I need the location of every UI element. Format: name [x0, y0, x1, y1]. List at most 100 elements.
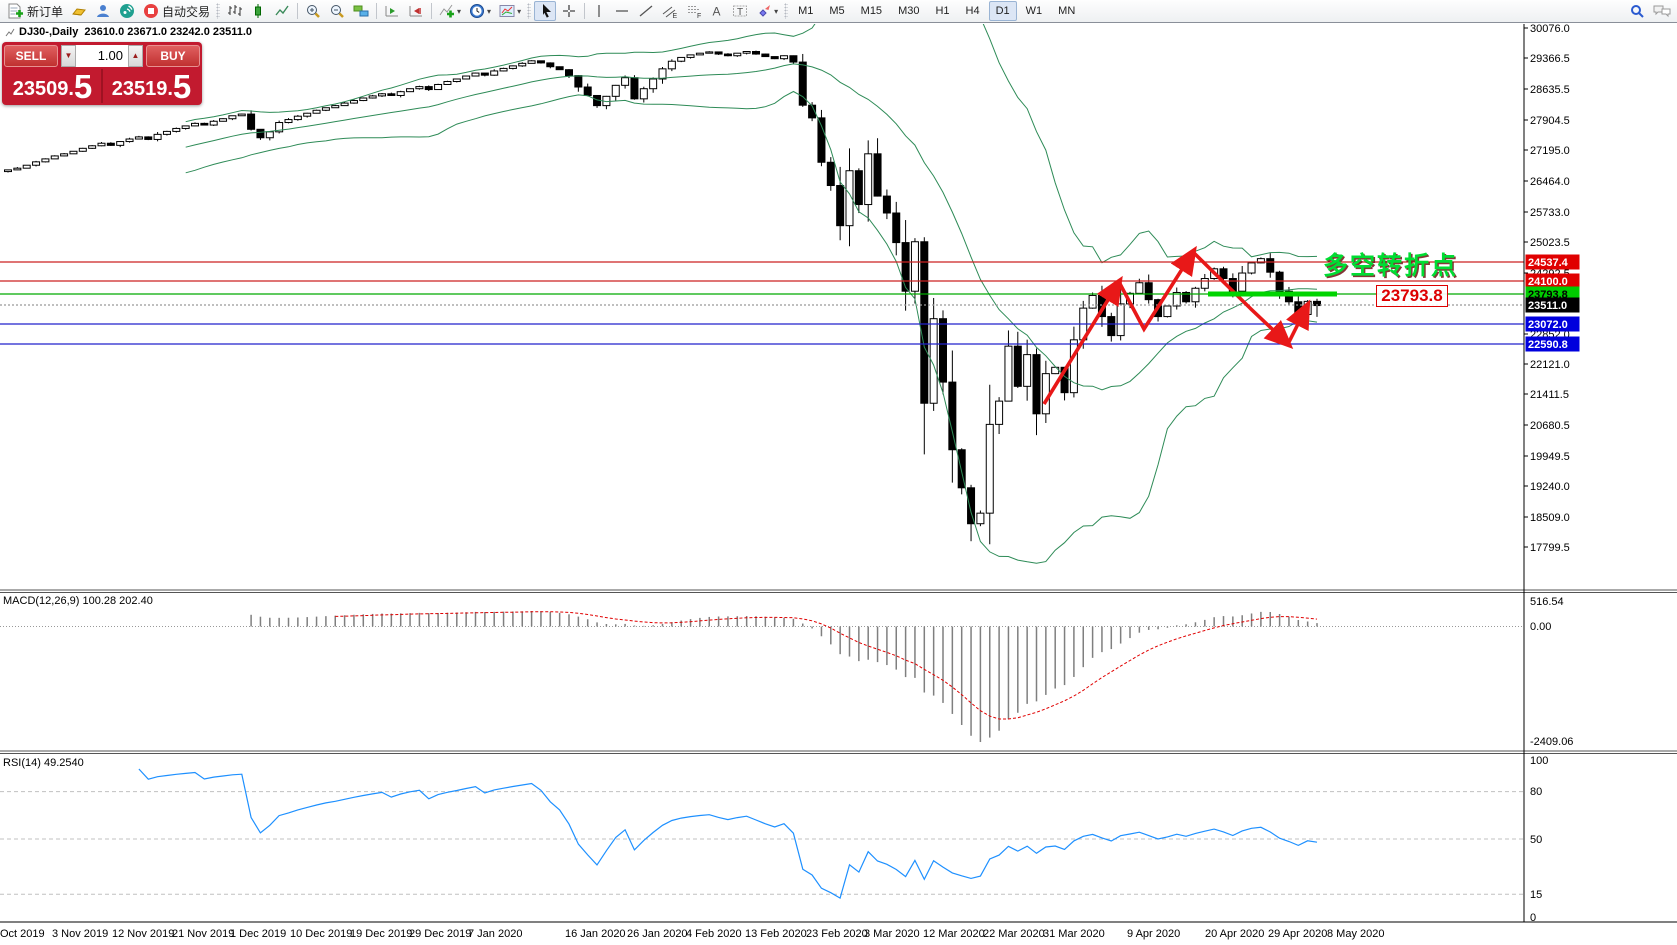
chart-title: DJ30-,Daily 23610.0 23671.0 23242.0 2351… — [5, 26, 252, 38]
auto-trading-icon — [144, 4, 159, 18]
periods-button[interactable]: ▾ — [466, 1, 494, 21]
svg-text:F: F — [697, 13, 701, 19]
svg-text:27195.0: 27195.0 — [1530, 145, 1570, 157]
macd-histogram — [0, 611, 1524, 743]
rsi-pane — [0, 768, 1524, 900]
sell-price-display[interactable]: 23509. 5 — [4, 69, 101, 103]
rsi-axis-label: 50 — [1530, 834, 1542, 846]
horizontal-line-tool-button[interactable] — [611, 1, 633, 21]
search-button[interactable] — [1626, 1, 1648, 21]
sell-price-big-digit: 5 — [73, 68, 93, 105]
trend-zigzag-arrow[interactable] — [1191, 250, 1294, 349]
shapes-arrows-icon — [759, 5, 771, 17]
shapes-tool-button[interactable]: ▾ — [753, 1, 781, 21]
volume-input[interactable] — [76, 44, 128, 67]
svg-text:28635.5: 28635.5 — [1530, 84, 1570, 96]
date-axis-label: 12 Mar 2020 — [923, 928, 985, 940]
bollinger-bands — [185, 24, 1318, 564]
signals-button[interactable] — [116, 1, 138, 21]
toolbar-separator — [584, 3, 586, 19]
macd-axis-label: -2409.06 — [1530, 736, 1573, 748]
zoom-out-button[interactable] — [326, 1, 348, 21]
date-axis-label: 23 Feb 2020 — [806, 928, 868, 940]
price-axis-box-22590.8: 22590.8 — [1525, 336, 1580, 352]
date-axis-label: 3 Mar 2020 — [864, 928, 920, 940]
chat-bubbles-icon — [1653, 5, 1671, 18]
macd-axis-label: 516.54 — [1530, 596, 1564, 608]
date-axis-label: 3 Nov 2019 — [52, 928, 108, 940]
timeframe-m1-button[interactable]: M1 — [798, 5, 814, 17]
svg-text:25733.0: 25733.0 — [1530, 207, 1570, 219]
timeframe-m30-button[interactable]: M30 — [898, 5, 920, 17]
rsi-axis-label: 100 — [1530, 755, 1548, 767]
chart-shift-button[interactable] — [381, 1, 403, 21]
svg-text:24537.4: 24537.4 — [1528, 257, 1569, 269]
sell-button[interactable]: SELL — [4, 44, 58, 67]
price-axis-box-23511.0: 23511.0 — [1525, 297, 1580, 313]
auto-trading-button[interactable]: 自动交易 — [140, 1, 213, 21]
channel-tool-button[interactable]: E — [659, 1, 681, 21]
timeframe-h1-button[interactable]: H1 — [935, 5, 950, 17]
line-chart-icon — [275, 5, 289, 16]
svg-text:22590.8: 22590.8 — [1528, 339, 1568, 351]
trend-zigzag-arrow[interactable] — [1042, 275, 1123, 405]
svg-text:20680.5: 20680.5 — [1530, 420, 1570, 432]
trend-zigzag-arrow[interactable] — [1286, 299, 1311, 345]
trend-zigzag-arrow[interactable] — [1117, 245, 1197, 333]
svg-text:23511.0: 23511.0 — [1528, 300, 1567, 312]
auto-scroll-icon — [409, 6, 423, 17]
text-tool-button[interactable]: A — [707, 1, 727, 21]
template-icon — [499, 5, 515, 17]
price-axis-box-24100.0: 24100.0 — [1525, 273, 1580, 289]
cursor-tool-button[interactable] — [534, 1, 557, 21]
new-order-button[interactable]: 新订单 — [3, 1, 66, 21]
auto-trading-label: 自动交易 — [162, 4, 211, 19]
community-button[interactable] — [92, 1, 114, 21]
timeframe-mn-button[interactable]: MN — [1058, 5, 1076, 17]
timeframe-m5-button[interactable]: M5 — [829, 5, 845, 17]
rsi-line — [138, 768, 1318, 900]
zoom-in-icon — [307, 5, 320, 18]
timeframe-w1-button[interactable]: W1 — [1025, 5, 1043, 17]
price-axis-box-23072.0: 23072.0 — [1525, 316, 1580, 332]
timeframe-h4-button[interactable]: H4 — [965, 5, 980, 17]
crosshair-icon — [563, 5, 576, 17]
one-click-trading-panel: SELL ▼ ▲ BUY 23509.5 23519.5 — [2, 42, 202, 105]
svg-text:27904.5: 27904.5 — [1530, 115, 1570, 127]
add-indicator-button[interactable]: ▾ — [436, 1, 464, 21]
date-axis-label: 26 Jan 2020 — [627, 928, 688, 940]
bar-chart-button[interactable] — [223, 1, 245, 21]
trendline-tool-button[interactable] — [635, 1, 657, 21]
horizontal-line-icon — [616, 10, 629, 12]
fibonacci-tool-button[interactable]: F — [683, 1, 705, 21]
line-chart-button[interactable] — [271, 1, 293, 21]
toolbar-grip — [216, 3, 221, 19]
volume-increase-button[interactable]: ▲ — [128, 44, 143, 67]
buy-button[interactable]: BUY — [146, 44, 200, 67]
buy-price-display[interactable]: 23519. 5 — [103, 69, 200, 103]
auto-scroll-button[interactable] — [405, 1, 427, 21]
timeframe-m15-button[interactable]: M15 — [860, 5, 883, 17]
text-icon: A — [713, 5, 721, 19]
chat-button[interactable] — [1650, 1, 1674, 21]
templates-button[interactable]: ▾ — [496, 1, 524, 21]
sell-price-main: 23509. — [12, 78, 74, 100]
label-tool-button[interactable]: T — [729, 1, 751, 21]
svg-text:A: A — [713, 5, 721, 19]
new-order-label: 新订单 — [27, 4, 64, 19]
toolbar-separator — [431, 3, 433, 19]
zoom-in-button[interactable] — [302, 1, 324, 21]
crosshair-tool-button[interactable] — [558, 1, 580, 21]
deposit-button[interactable] — [68, 1, 90, 21]
svg-text:29366.5: 29366.5 — [1530, 53, 1570, 65]
svg-text:T: T — [737, 7, 743, 18]
chart-background — [0, 23, 1677, 945]
timeframe-d1-button[interactable]: D1 — [988, 1, 1017, 21]
tile-windows-button[interactable] — [350, 1, 372, 21]
vertical-line-tool-button[interactable] — [589, 1, 609, 21]
date-axis-label: 16 Jan 2020 — [565, 928, 626, 940]
volume-decrease-button[interactable]: ▼ — [61, 44, 76, 67]
candle-chart-button[interactable] — [247, 1, 269, 21]
date-axis-label: 1 Dec 2019 — [230, 928, 286, 940]
